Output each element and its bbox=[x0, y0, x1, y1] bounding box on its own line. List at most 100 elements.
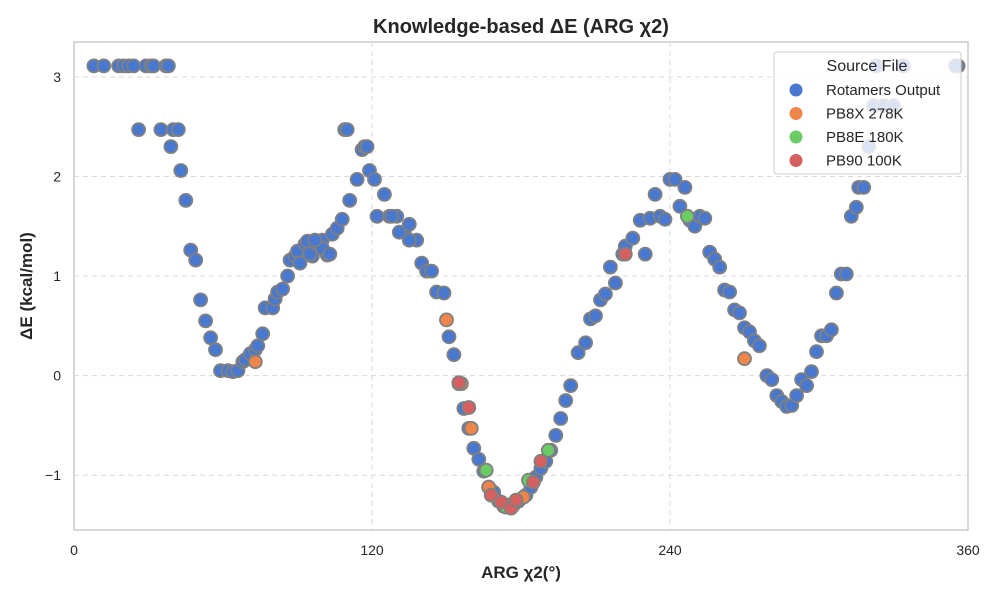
data-point bbox=[342, 192, 358, 208]
data-point bbox=[508, 492, 524, 508]
data-point bbox=[424, 263, 440, 279]
y-tick-label: 1 bbox=[53, 268, 61, 284]
data-point bbox=[608, 275, 623, 291]
data-point bbox=[672, 198, 688, 214]
data-point bbox=[441, 329, 457, 345]
data-point bbox=[451, 375, 467, 391]
data-point bbox=[131, 122, 147, 138]
data-point bbox=[548, 427, 564, 443]
data-point bbox=[799, 378, 814, 394]
data-point bbox=[446, 347, 462, 363]
data-point bbox=[789, 388, 804, 404]
data-point bbox=[697, 210, 713, 226]
data-point bbox=[677, 179, 693, 195]
data-point bbox=[588, 308, 603, 324]
legend-title: Source File bbox=[827, 58, 908, 75]
data-point bbox=[359, 139, 375, 155]
data-point bbox=[369, 208, 385, 224]
x-tick-label: 240 bbox=[658, 542, 682, 558]
data-point bbox=[322, 246, 338, 262]
data-point bbox=[334, 211, 350, 227]
y-tick-label: 3 bbox=[53, 69, 61, 85]
data-point bbox=[302, 246, 318, 262]
y-axis-label: ΔE (kcal/mol) bbox=[17, 232, 36, 340]
data-point bbox=[292, 255, 308, 271]
data-point bbox=[526, 474, 541, 490]
data-point bbox=[533, 453, 549, 469]
data-point bbox=[737, 351, 752, 367]
series-pb90-100k bbox=[451, 246, 633, 516]
legend-box bbox=[773, 51, 962, 175]
data-point bbox=[163, 139, 179, 155]
data-point bbox=[558, 393, 574, 408]
data-point bbox=[198, 313, 214, 329]
data-point bbox=[617, 246, 633, 262]
data-point bbox=[478, 462, 494, 478]
data-point bbox=[170, 122, 186, 138]
legend-label: PB8X 278K bbox=[826, 106, 904, 123]
data-point bbox=[436, 285, 452, 301]
data-point bbox=[439, 312, 454, 328]
data-point bbox=[829, 285, 844, 301]
data-point bbox=[732, 305, 747, 321]
data-point bbox=[856, 179, 872, 195]
data-point bbox=[391, 224, 407, 240]
y-tick-label: −1 bbox=[45, 467, 61, 483]
data-point bbox=[647, 186, 663, 202]
data-point bbox=[603, 259, 618, 275]
data-point bbox=[553, 411, 569, 426]
data-point bbox=[680, 208, 695, 224]
tick-labels: 0 120 240 360 −1 0 1 2 3 bbox=[45, 69, 980, 558]
legend-label: PB90 100K bbox=[826, 153, 902, 170]
data-point bbox=[96, 58, 112, 74]
data-point bbox=[540, 442, 556, 458]
series-pb8x-278k bbox=[247, 312, 752, 513]
data-point bbox=[193, 292, 209, 308]
data-point bbox=[146, 58, 161, 74]
data-point bbox=[339, 122, 355, 138]
data-point bbox=[384, 208, 400, 224]
legend-marker bbox=[788, 153, 804, 168]
data-point bbox=[809, 344, 824, 360]
data-point bbox=[483, 487, 499, 503]
legend-marker bbox=[788, 82, 804, 98]
data-point bbox=[173, 163, 189, 178]
data-point bbox=[667, 171, 683, 187]
legend-label: Rotamers Output bbox=[826, 82, 941, 99]
data-point bbox=[208, 342, 223, 358]
data-point bbox=[126, 58, 142, 74]
x-axis-label: ARG χ2(°) bbox=[481, 563, 561, 582]
data-point bbox=[247, 354, 263, 370]
data-point bbox=[178, 192, 194, 208]
data-point bbox=[657, 211, 673, 227]
data-point bbox=[275, 281, 291, 297]
data-point bbox=[598, 286, 613, 302]
data-point bbox=[255, 326, 271, 342]
data-point bbox=[764, 372, 780, 388]
data-point bbox=[250, 338, 266, 354]
data-point bbox=[463, 420, 479, 436]
data-point bbox=[625, 230, 641, 246]
legend-marker bbox=[788, 106, 804, 121]
data-point bbox=[804, 364, 819, 380]
data-point bbox=[349, 171, 365, 187]
legend-label: PB8E 180K bbox=[826, 129, 904, 146]
data-point bbox=[153, 122, 169, 138]
data-point bbox=[722, 284, 737, 300]
data-point bbox=[280, 268, 296, 284]
legend-marker bbox=[788, 129, 804, 145]
x-tick-label: 120 bbox=[360, 542, 384, 558]
data-point bbox=[712, 259, 728, 275]
legend: Source File Rotamers Output PB8X 278K PB8E… bbox=[773, 51, 962, 175]
data-point bbox=[570, 345, 586, 361]
x-tick-label: 0 bbox=[70, 542, 78, 558]
x-tick-label: 360 bbox=[956, 542, 980, 558]
data-points bbox=[86, 58, 966, 516]
data-point bbox=[307, 232, 323, 248]
data-point bbox=[160, 58, 176, 74]
y-tick-label: 0 bbox=[53, 368, 61, 384]
data-point bbox=[401, 232, 417, 248]
data-point bbox=[188, 252, 204, 268]
data-point bbox=[637, 246, 653, 262]
data-point bbox=[461, 400, 477, 415]
